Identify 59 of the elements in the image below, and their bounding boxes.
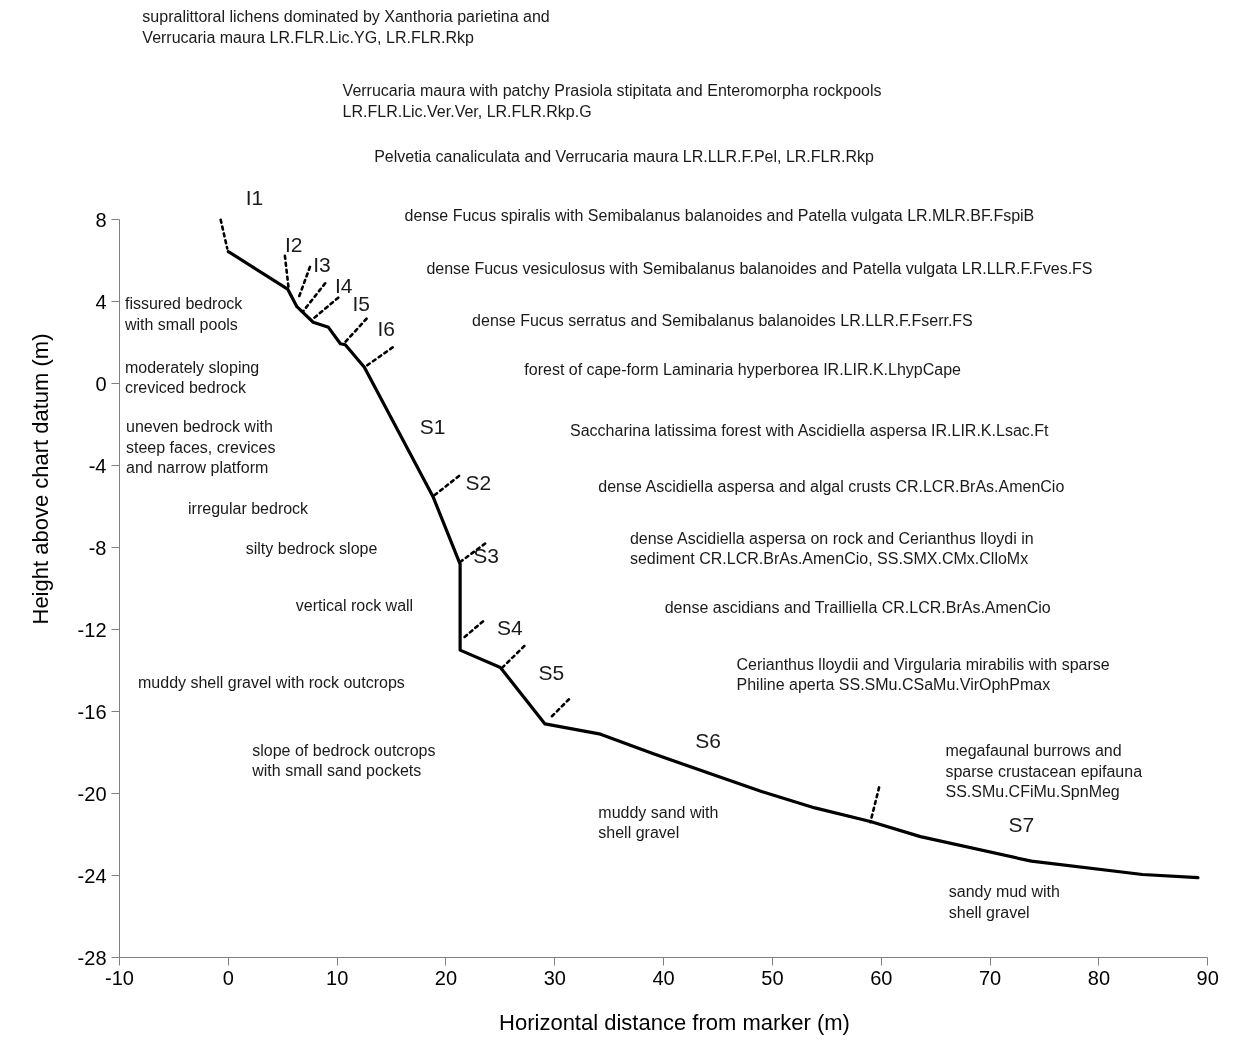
text: Pelvetia canaliculata and Verrucaria maura LR.LLR.F.Pel, LR.FLR.Rkp bbox=[374, 147, 875, 165]
x-tick-label: 80 bbox=[1087, 966, 1111, 989]
y-tick-label: -12 bbox=[77, 618, 107, 641]
annotation: dense Ascidiella aspersa and algal crusts CR.LCR.BrAs.AmenCio bbox=[598, 477, 1065, 495]
x-tick-label: 70 bbox=[978, 966, 1002, 989]
y-tick-label: -20 bbox=[77, 782, 107, 805]
y-tick-label: 0 bbox=[95, 372, 107, 395]
annotation: sandy mud with shell gravel bbox=[948, 883, 1060, 921]
text: supralittoral lichens dominated by Xanthoria parietina and Verrucaria maura LR.FLR.Lic.YG, LR.FLR.Rkp bbox=[142, 8, 550, 46]
annotation: moderately sloping creviced bedrock bbox=[124, 358, 260, 397]
y-tick-label: -24 bbox=[77, 864, 107, 887]
x-axis-title: Horizontal distance from marker (m) bbox=[499, 1009, 850, 1035]
annotation: dense Ascidiella aspersa on rock and Cerianthus lloydi in sediment CR.LCR.BrAs.AmenCio, SS.SMX.CMx.ClloMx bbox=[629, 529, 1034, 568]
annotation: S5 bbox=[538, 661, 565, 685]
annotation: muddy sand with shell gravel bbox=[598, 803, 719, 841]
x-tick-label: 10 bbox=[326, 966, 349, 989]
x-tick-label: 30 bbox=[543, 966, 566, 989]
annotation: dense ascidians and Trailliella CR.LCR.BrAs.AmenCio bbox=[664, 598, 1051, 616]
annotation: irregular bedrock bbox=[188, 500, 310, 518]
annotation: silty bedrock slope bbox=[245, 540, 378, 558]
annotation: I5 bbox=[352, 292, 370, 316]
y-tick-label: -4 bbox=[88, 454, 107, 477]
x-tick-label: 90 bbox=[1196, 966, 1219, 989]
x-tick-label: 50 bbox=[761, 966, 784, 989]
text: Verrucaria maura with patchy Prasiola stipitata and Enteromorpha rockpools LR.FLR.Lic.Ver.Ver, LR.FLR.Rkp.G bbox=[342, 82, 882, 120]
y-axis-title: Height above chart datum (m) bbox=[27, 333, 53, 625]
annotation: fissured bedrock with small pools bbox=[123, 295, 244, 333]
y-tick-label: -8 bbox=[88, 536, 107, 559]
y-tick-label: 8 bbox=[95, 208, 107, 231]
x-tick-label: 60 bbox=[870, 966, 893, 989]
annotation: dense Fucus vesiculosus with Semibalanus balanoides and Patella vulgata LR.LLR.F.Fves.FS bbox=[426, 260, 1093, 278]
annotation: Cerianthus lloydii and Virgularia mirabilis with sparse Philine aperta SS.SMu.CSaMu.VirOphPmax bbox=[736, 656, 1110, 694]
annotation: S1 bbox=[419, 415, 446, 439]
annotation: slope of bedrock outcrops with small sand pockets bbox=[251, 742, 436, 780]
annotation: megafaunal burrows and sparse crustacean epifauna SS.SMu.CFiMu.SpnMeg bbox=[945, 742, 1143, 800]
annotation: I6 bbox=[377, 316, 395, 340]
x-tick-label: 0 bbox=[222, 966, 234, 989]
annotation: vertical rock wall bbox=[295, 596, 414, 614]
annotation: S2 bbox=[465, 470, 492, 494]
annotation: S7 bbox=[1008, 812, 1035, 836]
x-tick-label: 20 bbox=[434, 966, 458, 989]
annotation: Saccharina latissima forest with Ascidiella aspersa IR.LIR.K.Lsac.Ft bbox=[570, 422, 1049, 440]
y-tick-label: 4 bbox=[95, 290, 107, 313]
text: I1 bbox=[245, 185, 264, 209]
annotation: S4 bbox=[497, 616, 524, 640]
annotation: I3 bbox=[313, 253, 331, 277]
annotation: forest of cape-form Laminaria hyperborea IR.LIR.K.LhypCape bbox=[524, 360, 962, 378]
x-tick-label: 40 bbox=[652, 966, 675, 989]
y-tick-label: -28 bbox=[77, 946, 107, 969]
annotation: muddy shell gravel with rock outcrops bbox=[138, 674, 405, 692]
annotation: dense Fucus serratus and Semibalanus balanoides LR.LLR.F.Fserr.FS bbox=[472, 312, 973, 330]
annotation: dense Fucus spiralis with Semibalanus balanoides and Patella vulgata LR.MLR.BF.FspiB bbox=[404, 207, 1035, 225]
annotation: uneven bedrock with steep faces, crevices and narrow platform bbox=[126, 418, 276, 477]
annotation: S3 bbox=[473, 544, 499, 568]
annotation: S6 bbox=[695, 728, 721, 752]
x-tick-label: -10 bbox=[105, 966, 134, 989]
annotation: I4 bbox=[334, 273, 353, 297]
y-tick-label: -16 bbox=[77, 700, 107, 723]
annotation: I2 bbox=[284, 232, 303, 256]
